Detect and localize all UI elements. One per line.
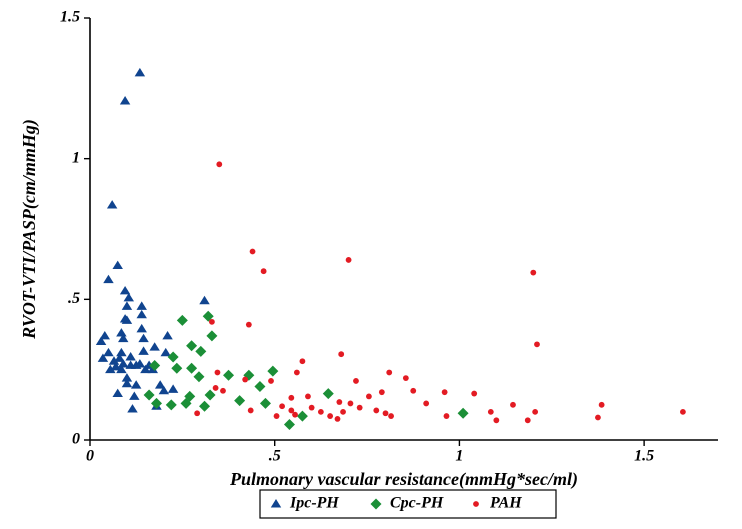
chart-svg: 0 .5 1 1.5 0 .5 1 1.5 Pulmonary vascular resista… (0, 0, 742, 529)
legend-label: PAH (489, 495, 522, 512)
data-point (379, 389, 385, 395)
data-point (403, 375, 409, 381)
data-point (340, 409, 346, 415)
data-point (261, 268, 267, 274)
y-tick-label: 1.5 (60, 9, 80, 26)
data-point (493, 417, 499, 423)
data-point (336, 399, 342, 405)
data-point (209, 319, 215, 325)
data-point (292, 412, 298, 418)
data-point (444, 413, 450, 419)
data-point (220, 388, 226, 394)
data-point (530, 270, 536, 276)
y-axis-title: RVOT-VTI/PASP(cm/mmHg) (19, 119, 40, 340)
data-point (346, 257, 352, 263)
data-point (357, 405, 363, 411)
data-point (373, 408, 379, 414)
data-point (471, 391, 477, 397)
data-point (250, 249, 256, 255)
data-point (348, 401, 354, 407)
legend-label: Cpc-PH (390, 495, 444, 512)
data-point (268, 378, 274, 384)
data-point (595, 415, 601, 421)
data-point (366, 393, 372, 399)
data-point (410, 388, 416, 394)
data-point (335, 416, 341, 422)
data-point (680, 409, 686, 415)
data-point (194, 410, 200, 416)
data-point (442, 389, 448, 395)
data-point (383, 410, 389, 416)
data-point (305, 393, 311, 399)
data-point (525, 417, 531, 423)
data-point (386, 370, 392, 376)
y-tick-label: 0 (72, 431, 80, 448)
scatter-chart: 0 .5 1 1.5 0 .5 1 1.5 Pulmonary vascular resista… (0, 0, 742, 529)
y-tick-label: .5 (68, 290, 80, 307)
y-tick-label: 1 (72, 149, 80, 166)
data-point (534, 341, 540, 347)
data-point (353, 378, 359, 384)
data-point (213, 385, 219, 391)
data-point (248, 408, 254, 414)
data-point (599, 402, 605, 408)
x-tick-label: 1.5 (634, 447, 654, 464)
data-point (294, 370, 300, 376)
legend-label: Ipc-PH (289, 495, 339, 512)
x-tick-label: 1 (455, 447, 463, 464)
x-tick-label: .5 (269, 447, 281, 464)
x-axis-title: Pulmonary vascular resistance(mmHg*sec/m… (229, 469, 578, 490)
data-point (488, 409, 494, 415)
data-point (388, 413, 394, 419)
data-point (318, 409, 324, 415)
data-point (510, 402, 516, 408)
data-point (215, 370, 221, 376)
data-point (309, 405, 315, 411)
data-point (242, 377, 248, 383)
data-point (327, 413, 333, 419)
data-point (288, 395, 294, 401)
data-point (338, 351, 344, 357)
data-point (279, 403, 285, 409)
data-point (246, 322, 252, 328)
data-point (216, 161, 222, 167)
x-tick-label: 0 (86, 447, 94, 464)
data-point (423, 401, 429, 407)
data-point (300, 358, 306, 364)
data-point (274, 413, 280, 419)
data-point (532, 409, 538, 415)
